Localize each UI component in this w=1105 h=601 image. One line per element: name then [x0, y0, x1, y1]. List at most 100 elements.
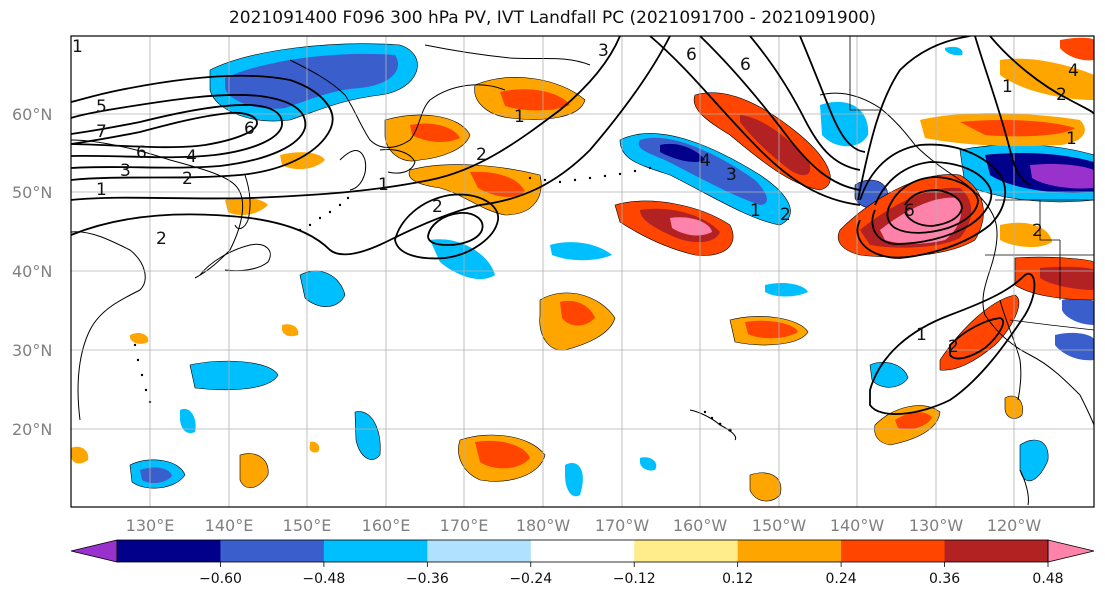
negative-pv-anomaly	[1062, 297, 1094, 325]
positive-pv-anomaly	[1000, 222, 1052, 248]
negative-pv-anomaly	[189, 360, 279, 391]
contour-label: 1	[916, 325, 927, 345]
negative-pv-anomaly	[640, 457, 657, 471]
ivt-contours	[71, 36, 1094, 415]
colorbar-tick-label: −0.24	[509, 571, 552, 587]
lon-label: 160°W	[673, 516, 728, 535]
contour-label: 3	[726, 165, 737, 185]
colorbar-tick-label: −0.36	[406, 571, 449, 587]
positive-pv-anomaly	[745, 320, 798, 339]
lon-label: 150°W	[752, 516, 807, 535]
positive-pv-anomaly	[475, 440, 530, 469]
lon-label: 140°W	[830, 516, 885, 535]
lat-label: 60°N	[12, 105, 52, 124]
lon-label: 170°E	[440, 516, 489, 535]
positive-pv-anomaly	[960, 120, 1075, 137]
contour-label: 1	[1002, 77, 1013, 97]
negative-pv-anomaly	[660, 143, 705, 163]
contour-label: 2	[780, 205, 791, 225]
contour-label: 1	[96, 180, 107, 200]
lon-label: 130°W	[909, 516, 964, 535]
lon-label: 160°E	[362, 516, 411, 535]
colorbar: −0.60 −0.48 −0.36 −0.24 −0.12 0.12 0.24 0.36 0.4…	[70, 539, 1095, 587]
colorbar-swatch	[737, 540, 842, 562]
positive-pv-anomaly	[282, 324, 299, 337]
positive-pv-anomaly	[470, 171, 525, 197]
colorbar-swatch	[530, 540, 635, 562]
positive-pv-anomaly	[749, 472, 782, 502]
colorbar-tick-label: 0.24	[826, 571, 857, 587]
colorbar-swatch	[220, 540, 325, 562]
map-frame	[70, 35, 1095, 508]
positive-pv-anomaly	[1060, 37, 1094, 61]
contour-label: 6	[904, 201, 915, 221]
colorbar-extend-high	[1047, 539, 1095, 563]
contour-label: 1	[72, 37, 83, 57]
colorbar-tick-label: 0.36	[929, 571, 960, 587]
colorbar-swatch	[117, 540, 221, 562]
contour-label: 6	[740, 55, 751, 75]
negative-pv-anomaly	[565, 463, 583, 497]
borders	[849, 36, 1094, 331]
contour-label: 3	[120, 161, 131, 181]
colorbar-tick-label: −0.60	[199, 571, 242, 587]
contour-label: 2	[948, 337, 959, 357]
contour-label: 5	[96, 97, 107, 117]
positive-pv-anomaly	[309, 441, 320, 453]
lon-label: 180°W	[516, 516, 571, 535]
colorbar-swatch	[841, 540, 946, 562]
positive-pv-anomaly	[410, 123, 460, 142]
positive-pv-anomaly	[1040, 266, 1094, 290]
contour-label: 1	[1066, 129, 1077, 149]
negative-pv-anomaly	[180, 408, 196, 434]
contour-label: 7	[96, 122, 107, 142]
positive-pv-anomaly	[225, 197, 268, 216]
negative-pv-anomaly	[945, 46, 963, 56]
contour-label: 6	[244, 119, 255, 139]
positive-pv-anomaly	[239, 453, 269, 488]
lat-label: 50°N	[12, 183, 52, 202]
contour-labels: 5 7 6 3 4 2 1 6 1 2 2 1 3 4 6 1 2 3 6 6 …	[72, 37, 1079, 357]
contour-label: 2	[432, 197, 443, 217]
contour-label: 2	[156, 229, 167, 249]
positive-pv-anomaly	[280, 152, 325, 170]
contour-label: 4	[186, 147, 197, 167]
positive-pv-anomaly	[130, 332, 149, 344]
colorbar-tick-label: 0.12	[722, 571, 753, 587]
pv-shading	[71, 37, 1094, 502]
map-title: 2021091400 F096 300 hPa PV, IVT Landfall…	[228, 8, 876, 28]
contour-label: 1	[378, 175, 389, 195]
lat-label: 40°N	[12, 262, 52, 281]
lon-label: 150°E	[283, 516, 332, 535]
colorbar-extend-low	[70, 539, 118, 563]
lat-label: 30°N	[12, 341, 52, 360]
lon-label: 140°E	[205, 516, 254, 535]
negative-pv-anomaly	[1055, 332, 1094, 361]
contour-label: 3	[598, 41, 609, 61]
positive-pv-anomaly	[560, 300, 595, 326]
contour-label: 6	[136, 143, 147, 163]
positive-pv-anomaly	[939, 294, 1020, 371]
colorbar-tick-label: −0.48	[302, 571, 345, 587]
negative-pv-anomaly	[1030, 163, 1094, 189]
lon-label: 120°W	[987, 516, 1042, 535]
contour-label: 6	[686, 45, 697, 65]
colorbar-outline	[116, 539, 1049, 563]
negative-pv-anomaly	[140, 467, 172, 484]
negative-pv-anomaly	[765, 282, 808, 297]
contour-label: 1	[514, 107, 525, 127]
contour-label: 2	[1056, 85, 1067, 105]
colorbar-swatch	[427, 540, 532, 562]
lon-label: 170°W	[595, 516, 650, 535]
colorbar-swatch	[944, 540, 1049, 562]
longitude-labels: 130°E 140°E 150°E 160°E 170°E 180°W 170°…	[126, 516, 1042, 535]
contour-label: 1	[750, 201, 761, 221]
negative-pv-anomaly	[430, 239, 495, 280]
colorbar-tick-label: −0.12	[613, 571, 656, 587]
lat-label: 20°N	[12, 420, 52, 439]
positive-pv-anomaly	[500, 89, 570, 111]
contour-label: 2	[182, 169, 193, 189]
positive-pv-anomaly	[670, 217, 712, 236]
contour-label: 4	[1068, 61, 1079, 81]
